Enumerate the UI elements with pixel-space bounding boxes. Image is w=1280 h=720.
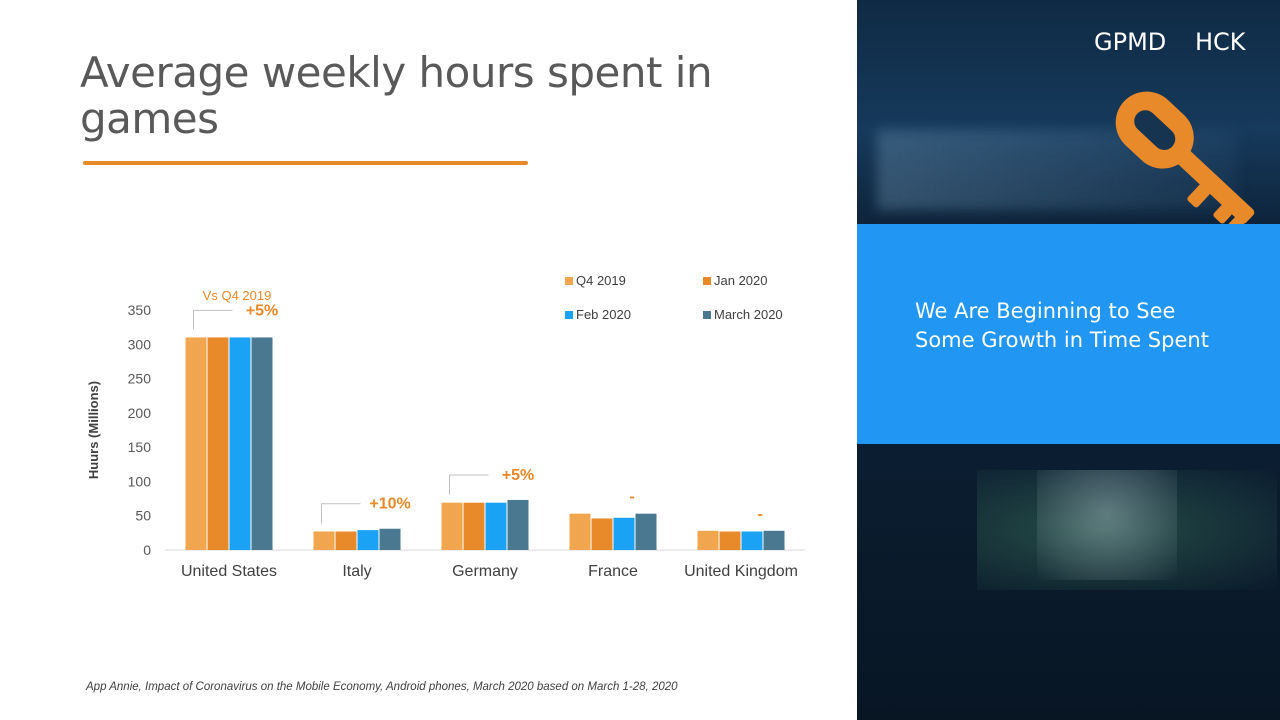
annotation-change: +5% [246,302,278,319]
bar-q4-2019 [185,337,207,550]
y-axis-title: Huurs (Millions) [86,381,101,479]
bar-march-2020 [507,499,529,550]
brand-gpmd: GPMD [1094,28,1167,56]
y-tick-label: 100 [128,473,152,489]
annotation-bracket [193,309,233,330]
y-tick-label: 350 [128,302,152,318]
headline-text: We Are Beginning to See Some Growth in T… [915,299,1209,352]
annotation-change: +10% [369,496,410,513]
annotation-caption: Vs Q4 2019 [203,288,272,303]
bar-chart: 0 50 100 150 200 250 300 350 Huurs (Millions) Uni… [86,273,805,580]
y-tick-label: 50 [135,508,151,524]
bar-march-2020 [763,530,785,550]
source-note: App Annie, Impact of Coronavirus on the … [86,681,678,693]
brand-hck: HCK [1195,28,1246,56]
bar-q4-2019 [697,530,719,550]
legend-label: Q4 2019 [576,273,626,288]
background-photo-keyboard [977,470,1277,590]
legend-swatch [565,311,573,319]
y-tick-label: 200 [128,405,152,421]
y-tick-label: 0 [143,542,151,558]
annotation-change: - [629,489,634,506]
bar-feb-2020 [357,530,379,550]
annotation-bracket [449,474,489,495]
legend-label: Feb 2020 [576,307,631,322]
bar-q4-2019 [441,502,463,550]
bar-q4-2019 [569,513,591,550]
legend-swatch [703,277,711,285]
right-panel: GPMD HCK We Are Beginning to See Some Gr… [857,0,1280,720]
y-tick-label: 300 [128,336,152,352]
bar-march-2020 [635,513,657,550]
bar-q4-2019 [313,531,335,550]
x-tick-label: United Kingdom [684,563,798,580]
legend-label: March 2020 [714,307,783,322]
bar-march-2020 [251,337,273,550]
bar-jan-2020 [591,518,613,550]
annotation-change: - [757,506,762,523]
x-tick-label: Germany [452,563,518,580]
y-tick-label: 250 [128,371,152,387]
title-underline [83,161,528,165]
x-tick-label: United States [181,563,277,580]
annotation-bracket [321,503,361,524]
x-tick-label: Italy [342,563,371,580]
bar-feb-2020 [485,502,507,550]
legend-swatch [565,277,573,285]
bar-feb-2020 [229,337,251,550]
headline-band: We Are Beginning to See Some Growth in T… [857,224,1280,444]
bar-feb-2020 [613,517,635,550]
bar-jan-2020 [463,502,485,550]
background-photo-hand [1037,470,1177,580]
slide-title: Average weekly hours spent in games [80,48,713,143]
bar-jan-2020 [335,531,357,550]
y-tick-label: 150 [128,439,152,455]
bar-jan-2020 [719,531,741,550]
x-tick-label: France [588,563,638,580]
bar-jan-2020 [207,337,229,550]
legend-label: Jan 2020 [714,273,768,288]
annotation-change: +5% [502,467,534,484]
bar-march-2020 [379,528,401,550]
bar-feb-2020 [741,531,763,550]
legend-swatch [703,311,711,319]
